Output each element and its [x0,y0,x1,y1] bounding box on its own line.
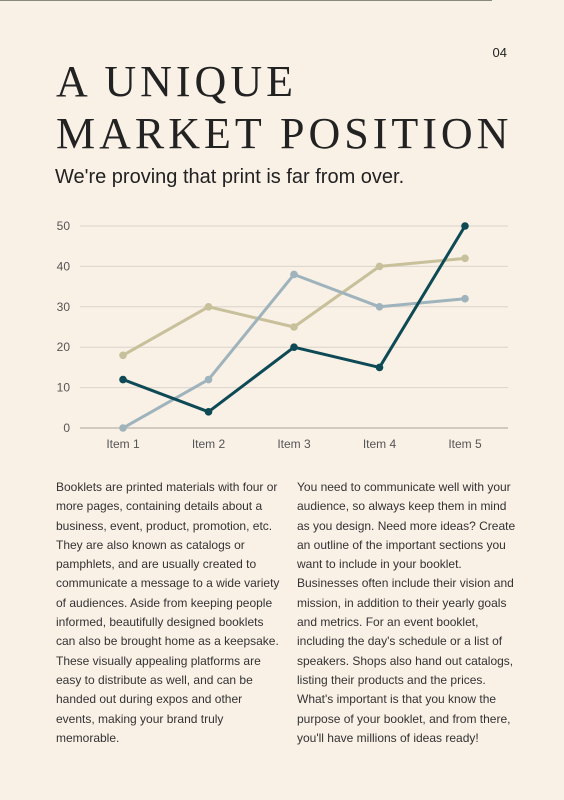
series-1-point-2 [204,303,213,311]
page-number: 04 [492,45,507,60]
series-3-point-2 [204,408,213,416]
series-2-line [121,272,467,430]
x-tick-label-2: Item 2 [192,437,226,451]
series-3-point-3 [290,343,298,351]
series-1-point-3 [290,323,298,331]
series-2-point-2 [204,375,213,384]
body-paragraph-left: Booklets are printed materials with four… [56,480,280,745]
line-chart: 0 10 20 30 40 50 Item 1 Item 2 Item 3 Item 4 Item … [0,210,564,460]
y-tick-label-50: 50 [57,219,71,233]
page-title: A UNIQUE MARKET POSITION [56,56,512,160]
y-tick-label-0: 0 [63,421,70,435]
y-tick-label-40: 40 [57,259,71,273]
y-tick-label-10: 10 [57,381,71,395]
series-3-line [121,224,467,414]
body-column-right: You need to communicate well with your a… [297,478,522,748]
series-2-point-1 [119,424,127,432]
x-tick-label-3: Item 3 [277,437,311,451]
series-3-point-5 [461,222,469,230]
top-rule [0,0,492,1]
y-tick-label-30: 30 [57,300,71,314]
title-line-1: A UNIQUE [56,57,297,106]
series-2-point-3 [290,270,298,279]
line-chart-svg: 0 10 20 30 40 50 Item 1 Item 2 Item 3 Item 4 Item … [57,219,508,451]
series-3-point-1 [119,375,127,384]
y-tick-label-20: 20 [57,340,71,354]
title-line-2: MARKET POSITION [56,109,513,158]
series-1-point-1 [119,351,127,360]
series-3-point-4 [375,363,384,372]
series-2-point-4 [375,303,384,311]
x-tick-label-1: Item 1 [106,437,140,451]
body-paragraph-right: You need to communicate well with your a… [297,480,516,745]
x-tick-label-4: Item 4 [363,437,397,451]
series-1-point-5 [461,254,469,263]
series-2-point-5 [461,294,469,303]
page-subtitle: We're proving that print is far from ove… [55,166,405,188]
body-column-left: Booklets are printed materials with four… [56,478,281,748]
x-tick-label-5: Item 5 [448,437,482,451]
series-1-point-4 [375,262,384,271]
